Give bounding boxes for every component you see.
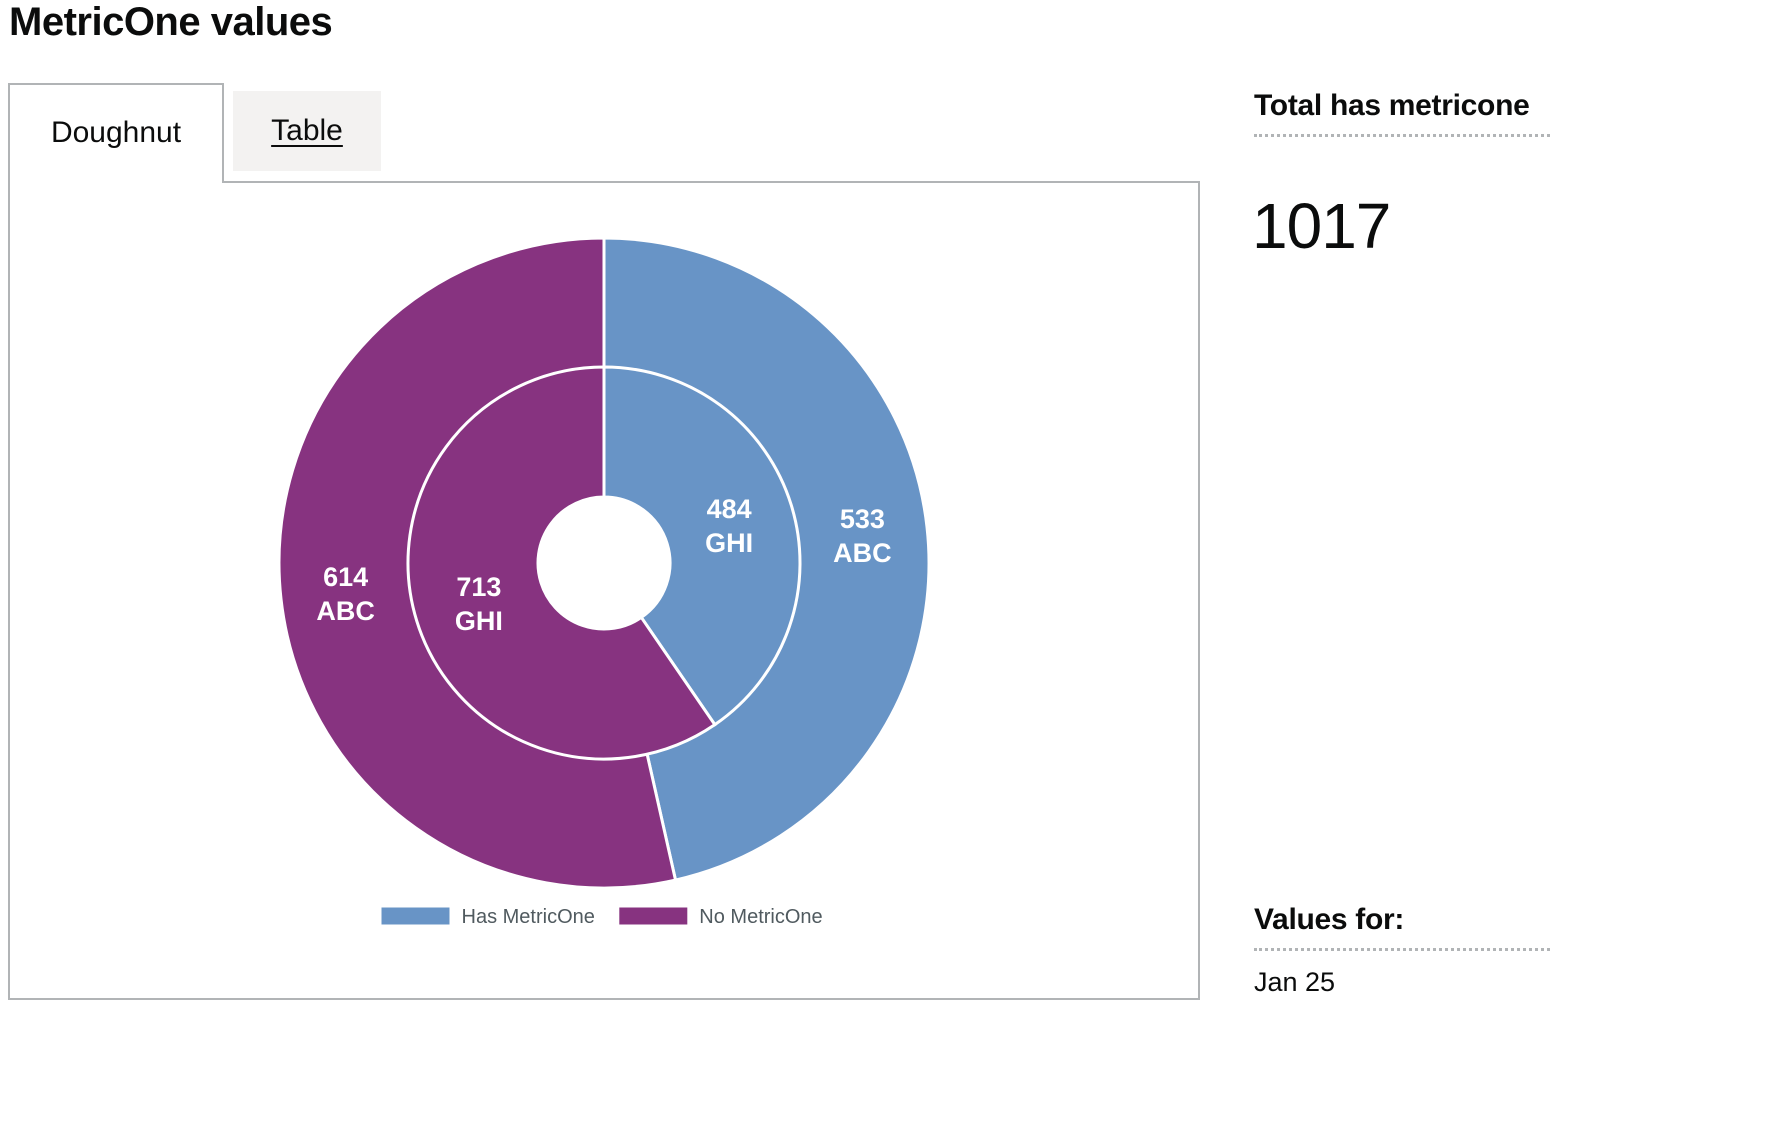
data-label-value-abc-has-metricone: 533 [840,504,885,534]
chart-panel: 533 ABC 614 ABC 484 GHI 713 GHI Has MetricOne No … [8,181,1200,1000]
slice-ghi-no-metricone[interactable] [406,365,717,761]
values-for-heading: Values for: [1254,898,1550,951]
chart-tabs: Doughnut Table [8,83,1200,183]
doughnut-chart: 533 ABC 614 ABC 484 GHI 713 GHI Has MetricOne No … [277,236,931,928]
values-date: Jan 25 [1254,967,1336,997]
legend-label-no-metricone: No MetricOne [699,906,822,928]
total-value: 1017 [1252,190,1391,262]
tab-table[interactable]: Table [233,91,381,171]
slice-ghi-has-metricone[interactable] [602,365,802,727]
total-heading: Total has metricone [1254,84,1550,137]
legend-label-has-metricone: Has MetricOne [462,906,595,928]
data-label-ring-abc-has-metricone: ABC [833,538,892,568]
chart-legend: Has MetricOne No MetricOne [381,906,823,928]
data-label-ring-ghi-no-metricone: GHI [455,606,503,636]
data-label-value-ghi-no-metricone: 713 [456,572,501,602]
legend-swatch-has-metricone [381,907,450,925]
data-label-value-abc-no-metricone: 614 [323,562,368,592]
data-label-value-ghi-has-metricone: 484 [707,494,752,524]
page-title: MetricOne values [9,0,333,44]
data-label-ring-abc-no-metricone: ABC [316,596,375,626]
tab-doughnut[interactable]: Doughnut [8,83,224,183]
legend-swatch-no-metricone [619,907,688,925]
data-label-ring-ghi-has-metricone: GHI [705,528,753,558]
